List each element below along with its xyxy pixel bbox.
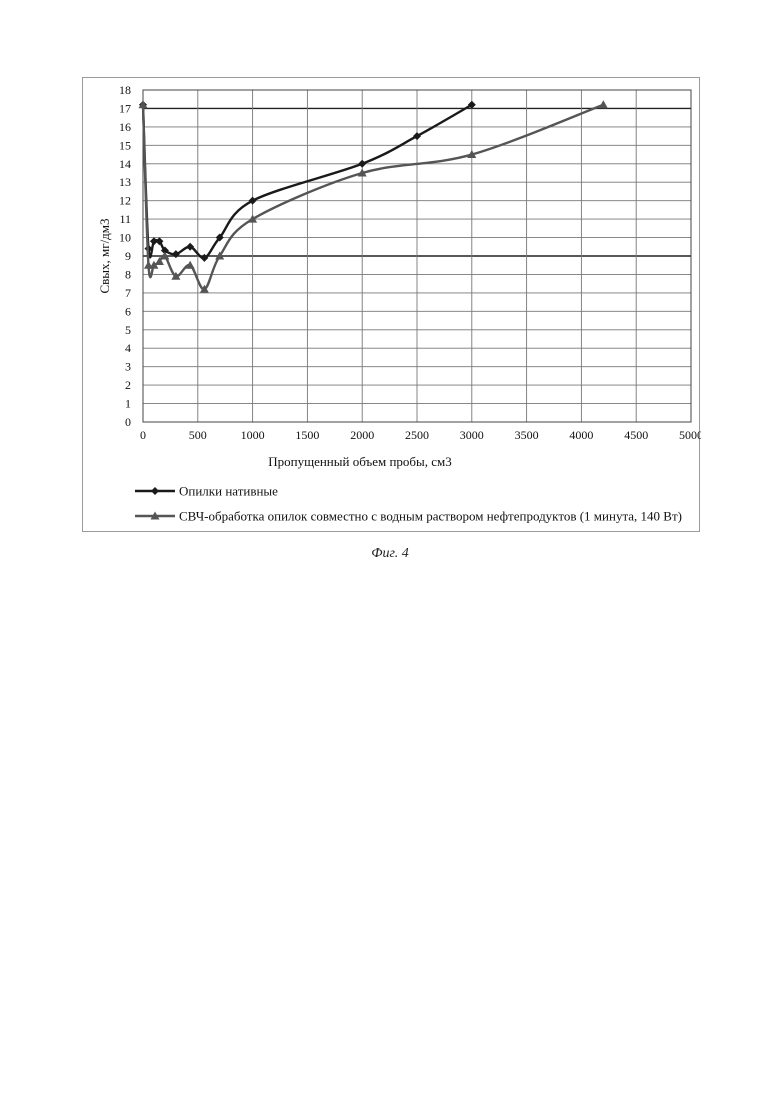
x-tick-label: 2000 <box>350 428 374 442</box>
y-tick-label: 11 <box>119 212 131 226</box>
y-tick-label: 10 <box>119 231 131 245</box>
x-axis-label: Пропущенный объем пробы, см3 <box>268 454 452 469</box>
y-tick-label: 17 <box>119 101 131 115</box>
x-tick-label: 3500 <box>515 428 539 442</box>
y-tick-label: 15 <box>119 138 131 152</box>
y-tick-label: 5 <box>125 323 131 337</box>
x-tick-label: 4500 <box>624 428 648 442</box>
y-tick-label: 2 <box>125 378 131 392</box>
y-tick-label: 12 <box>119 194 131 208</box>
x-tick-label: 4000 <box>569 428 593 442</box>
y-tick-label: 9 <box>125 249 131 263</box>
x-tick-labels: 0 500 1000 1500 2000 2500 3000 3500 4000 4500 5000 <box>140 428 701 442</box>
y-tick-label: 8 <box>125 267 131 281</box>
series-1-point <box>172 250 180 258</box>
x-tick-label: 500 <box>189 428 207 442</box>
y-tick-labels: 0123456789101112131415161718 <box>119 83 131 429</box>
y-tick-label: 3 <box>125 360 131 374</box>
x-tick-label: 2500 <box>405 428 429 442</box>
y-tick-label: 1 <box>125 397 131 411</box>
x-tick-label: 3000 <box>460 428 484 442</box>
x-tick-label: 5000 <box>679 428 701 442</box>
y-tick-label: 0 <box>125 415 131 429</box>
legend-label-2: СВЧ-обработка опилок совместно с водным … <box>179 509 682 524</box>
y-tick-label: 16 <box>119 120 131 134</box>
series-line-2 <box>143 105 603 290</box>
y-tick-label: 4 <box>125 341 131 355</box>
figure-caption: Фиг. 4 <box>0 546 780 562</box>
y-tick-label: 18 <box>119 83 131 97</box>
legend-marker-1 <box>151 487 159 495</box>
line-chart: 0 500 1000 1500 2000 2500 3000 3500 4000 4500 5000… <box>83 78 701 533</box>
series-1-point <box>358 160 366 168</box>
chart-frame: 0 500 1000 1500 2000 2500 3000 3500 4000 4500 5000… <box>82 77 700 532</box>
x-tick-label: 1500 <box>295 428 319 442</box>
y-tick-label: 7 <box>125 286 131 300</box>
y-tick-label: 14 <box>119 157 131 171</box>
x-tick-label: 0 <box>140 428 146 442</box>
y-tick-label: 13 <box>119 175 131 189</box>
legend-label-1: Опилки нативные <box>179 484 278 499</box>
series-group <box>139 100 608 292</box>
series-2-point <box>599 100 608 108</box>
y-tick-label: 6 <box>125 304 131 318</box>
x-tick-label: 1000 <box>241 428 265 442</box>
legend: Опилки нативные СВЧ-обработка опилок совм… <box>135 484 682 524</box>
y-axis-label: Свых, мг/дм3 <box>97 218 112 293</box>
